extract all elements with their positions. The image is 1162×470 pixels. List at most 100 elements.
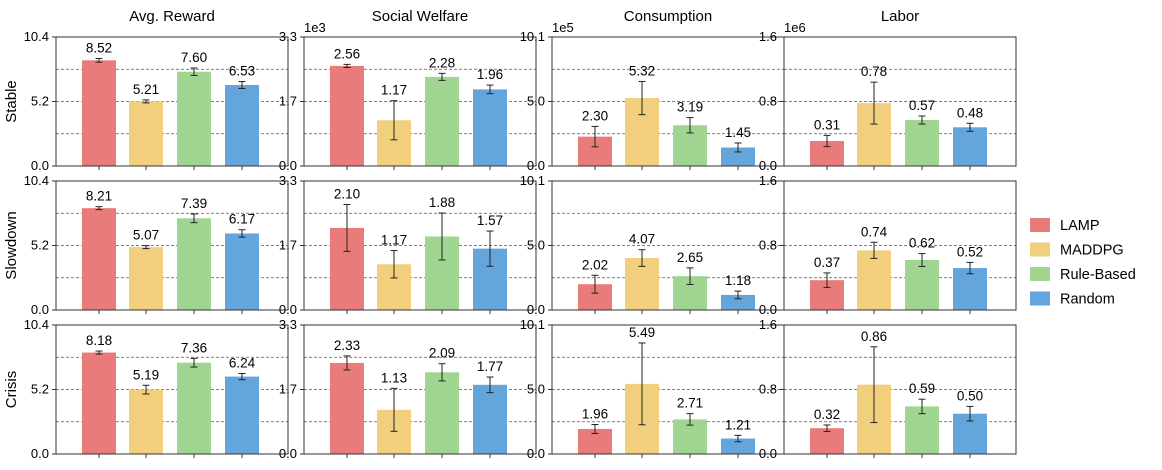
- column-title: Labor: [881, 8, 919, 25]
- error-bar: [870, 346, 878, 424]
- error-bar: [238, 229, 246, 238]
- data-label: 2.65: [677, 250, 703, 265]
- data-label: 0.74: [861, 224, 888, 239]
- legend: LAMP MADDPG Rule-Based Random: [1030, 218, 1136, 308]
- error-bar: [343, 63, 351, 68]
- data-label: 4.07: [629, 232, 655, 247]
- bar-random: [721, 438, 755, 454]
- error-bar: [486, 84, 494, 95]
- bar-rule-based: [177, 71, 211, 166]
- data-label: 0.78: [861, 64, 887, 79]
- data-label: 2.56: [334, 46, 360, 61]
- bar-maddpg: [129, 101, 163, 166]
- data-label: 6.53: [229, 64, 255, 79]
- y-tick-label: 10.4: [24, 317, 49, 332]
- bar-rule-based: [177, 218, 211, 310]
- y-tick-label: 0.8: [759, 382, 777, 397]
- axis-multiplier: 1e6: [784, 20, 806, 35]
- y-tick-label: 10.1: [520, 173, 545, 188]
- panel-labor-stable: 0.31 0.78 0.57 0.48 0.0 0.8 1.6 1e6: [759, 20, 1017, 173]
- panel-consumption-slowdown: 2.02 4.07 2.65 1.18 0.0 5.0 10.1: [520, 173, 785, 317]
- bar-rule-based: [905, 406, 939, 454]
- data-label: 8.18: [86, 333, 112, 348]
- bar-random: [953, 268, 987, 310]
- bar-maddpg: [129, 247, 163, 310]
- data-label: 7.36: [181, 340, 207, 355]
- error-bar: [918, 253, 926, 267]
- panel-consumption-crisis: 1.96 5.49 2.71 1.21 0.0 5.0 10.1: [520, 317, 785, 461]
- data-label: 2.30: [582, 108, 608, 123]
- y-tick-label: 1.7: [279, 382, 297, 397]
- panel-social-welfare-slowdown: 2.10 1.17 1.88 1.57 0.0 1.7 3.3: [279, 173, 537, 317]
- data-label: 2.02: [582, 257, 608, 272]
- data-label: 2.71: [677, 396, 703, 411]
- y-tick-label: 10.4: [24, 29, 49, 44]
- y-tick-label: 5.2: [31, 94, 49, 109]
- data-label: 5.07: [133, 228, 159, 243]
- y-tick-label: 0.0: [279, 302, 297, 317]
- y-tick-label: 5.0: [527, 94, 545, 109]
- y-tick-label: 3.3: [279, 317, 297, 332]
- error-bar: [686, 413, 694, 426]
- error-bar: [142, 384, 150, 395]
- error-bar: [390, 100, 398, 141]
- y-tick-label: 5.2: [31, 238, 49, 253]
- error-bar: [686, 117, 694, 134]
- panel-avg-reward-slowdown: 8.21 5.07 7.39 6.17 0.0 5.2 10.4: [24, 173, 289, 317]
- data-label: 1.13: [381, 370, 407, 385]
- bar-rule-based: [425, 76, 459, 166]
- y-tick-label: 1.6: [759, 317, 777, 332]
- error-bar: [238, 81, 246, 89]
- error-bar: [823, 134, 831, 148]
- error-bar: [438, 363, 446, 382]
- error-bar: [95, 350, 103, 355]
- error-bar: [142, 99, 150, 104]
- bar-random: [721, 294, 755, 310]
- bar-lamp: [82, 352, 116, 454]
- bar-lamp: [330, 362, 364, 454]
- error-bar: [734, 290, 742, 300]
- data-label: 1.96: [477, 67, 503, 82]
- data-label: 7.60: [181, 50, 207, 65]
- y-tick-label: 5.0: [527, 382, 545, 397]
- legend-item-maddpg: MADDPG: [1030, 242, 1124, 259]
- axis-multiplier: 1e3: [304, 20, 326, 35]
- error-bar: [486, 230, 494, 267]
- y-tick-label: 0.0: [759, 158, 777, 173]
- error-bar: [734, 142, 742, 153]
- y-tick-label: 0.0: [31, 302, 49, 317]
- error-bar: [734, 434, 742, 443]
- y-tick-label: 10.1: [520, 29, 545, 44]
- error-bar: [438, 212, 446, 261]
- data-label: 0.31: [814, 117, 840, 132]
- data-label: 1.45: [725, 125, 751, 140]
- error-bar: [591, 125, 599, 148]
- y-tick-label: 5.0: [527, 238, 545, 253]
- column-title: Avg. Reward: [129, 8, 215, 25]
- bar-random: [225, 376, 259, 454]
- error-bar: [142, 245, 150, 250]
- data-label: 3.19: [677, 100, 703, 115]
- bar-random: [721, 147, 755, 166]
- y-tick-label: 5.2: [31, 382, 49, 397]
- data-label: 5.32: [629, 63, 655, 78]
- error-bar: [638, 342, 646, 426]
- y-tick-label: 0.0: [31, 446, 49, 461]
- error-bar: [638, 249, 646, 267]
- chart-grid: 8.52 5.21 7.60 6.53 0.0 5.2 10.4 Avg. Reward Sta…: [3, 8, 1017, 461]
- legend-label: Rule-Based: [1060, 267, 1136, 283]
- bar-rule-based: [905, 260, 939, 310]
- y-tick-label: 1.6: [759, 173, 777, 188]
- bar-rule-based: [905, 120, 939, 166]
- bar-lamp: [330, 65, 364, 166]
- bar-random: [225, 233, 259, 310]
- y-tick-label: 10.4: [24, 173, 49, 188]
- data-label: 1.88: [429, 195, 455, 210]
- error-bar: [870, 241, 878, 259]
- panel-social-welfare-stable: 2.56 1.17 2.28 1.96 0.0 1.7 3.3 1e3: [279, 20, 537, 173]
- error-bar: [190, 67, 198, 76]
- y-tick-label: 10.1: [520, 317, 545, 332]
- data-label: 2.10: [334, 186, 360, 201]
- row-label: Stable: [3, 80, 20, 123]
- data-label: 0.52: [957, 244, 983, 259]
